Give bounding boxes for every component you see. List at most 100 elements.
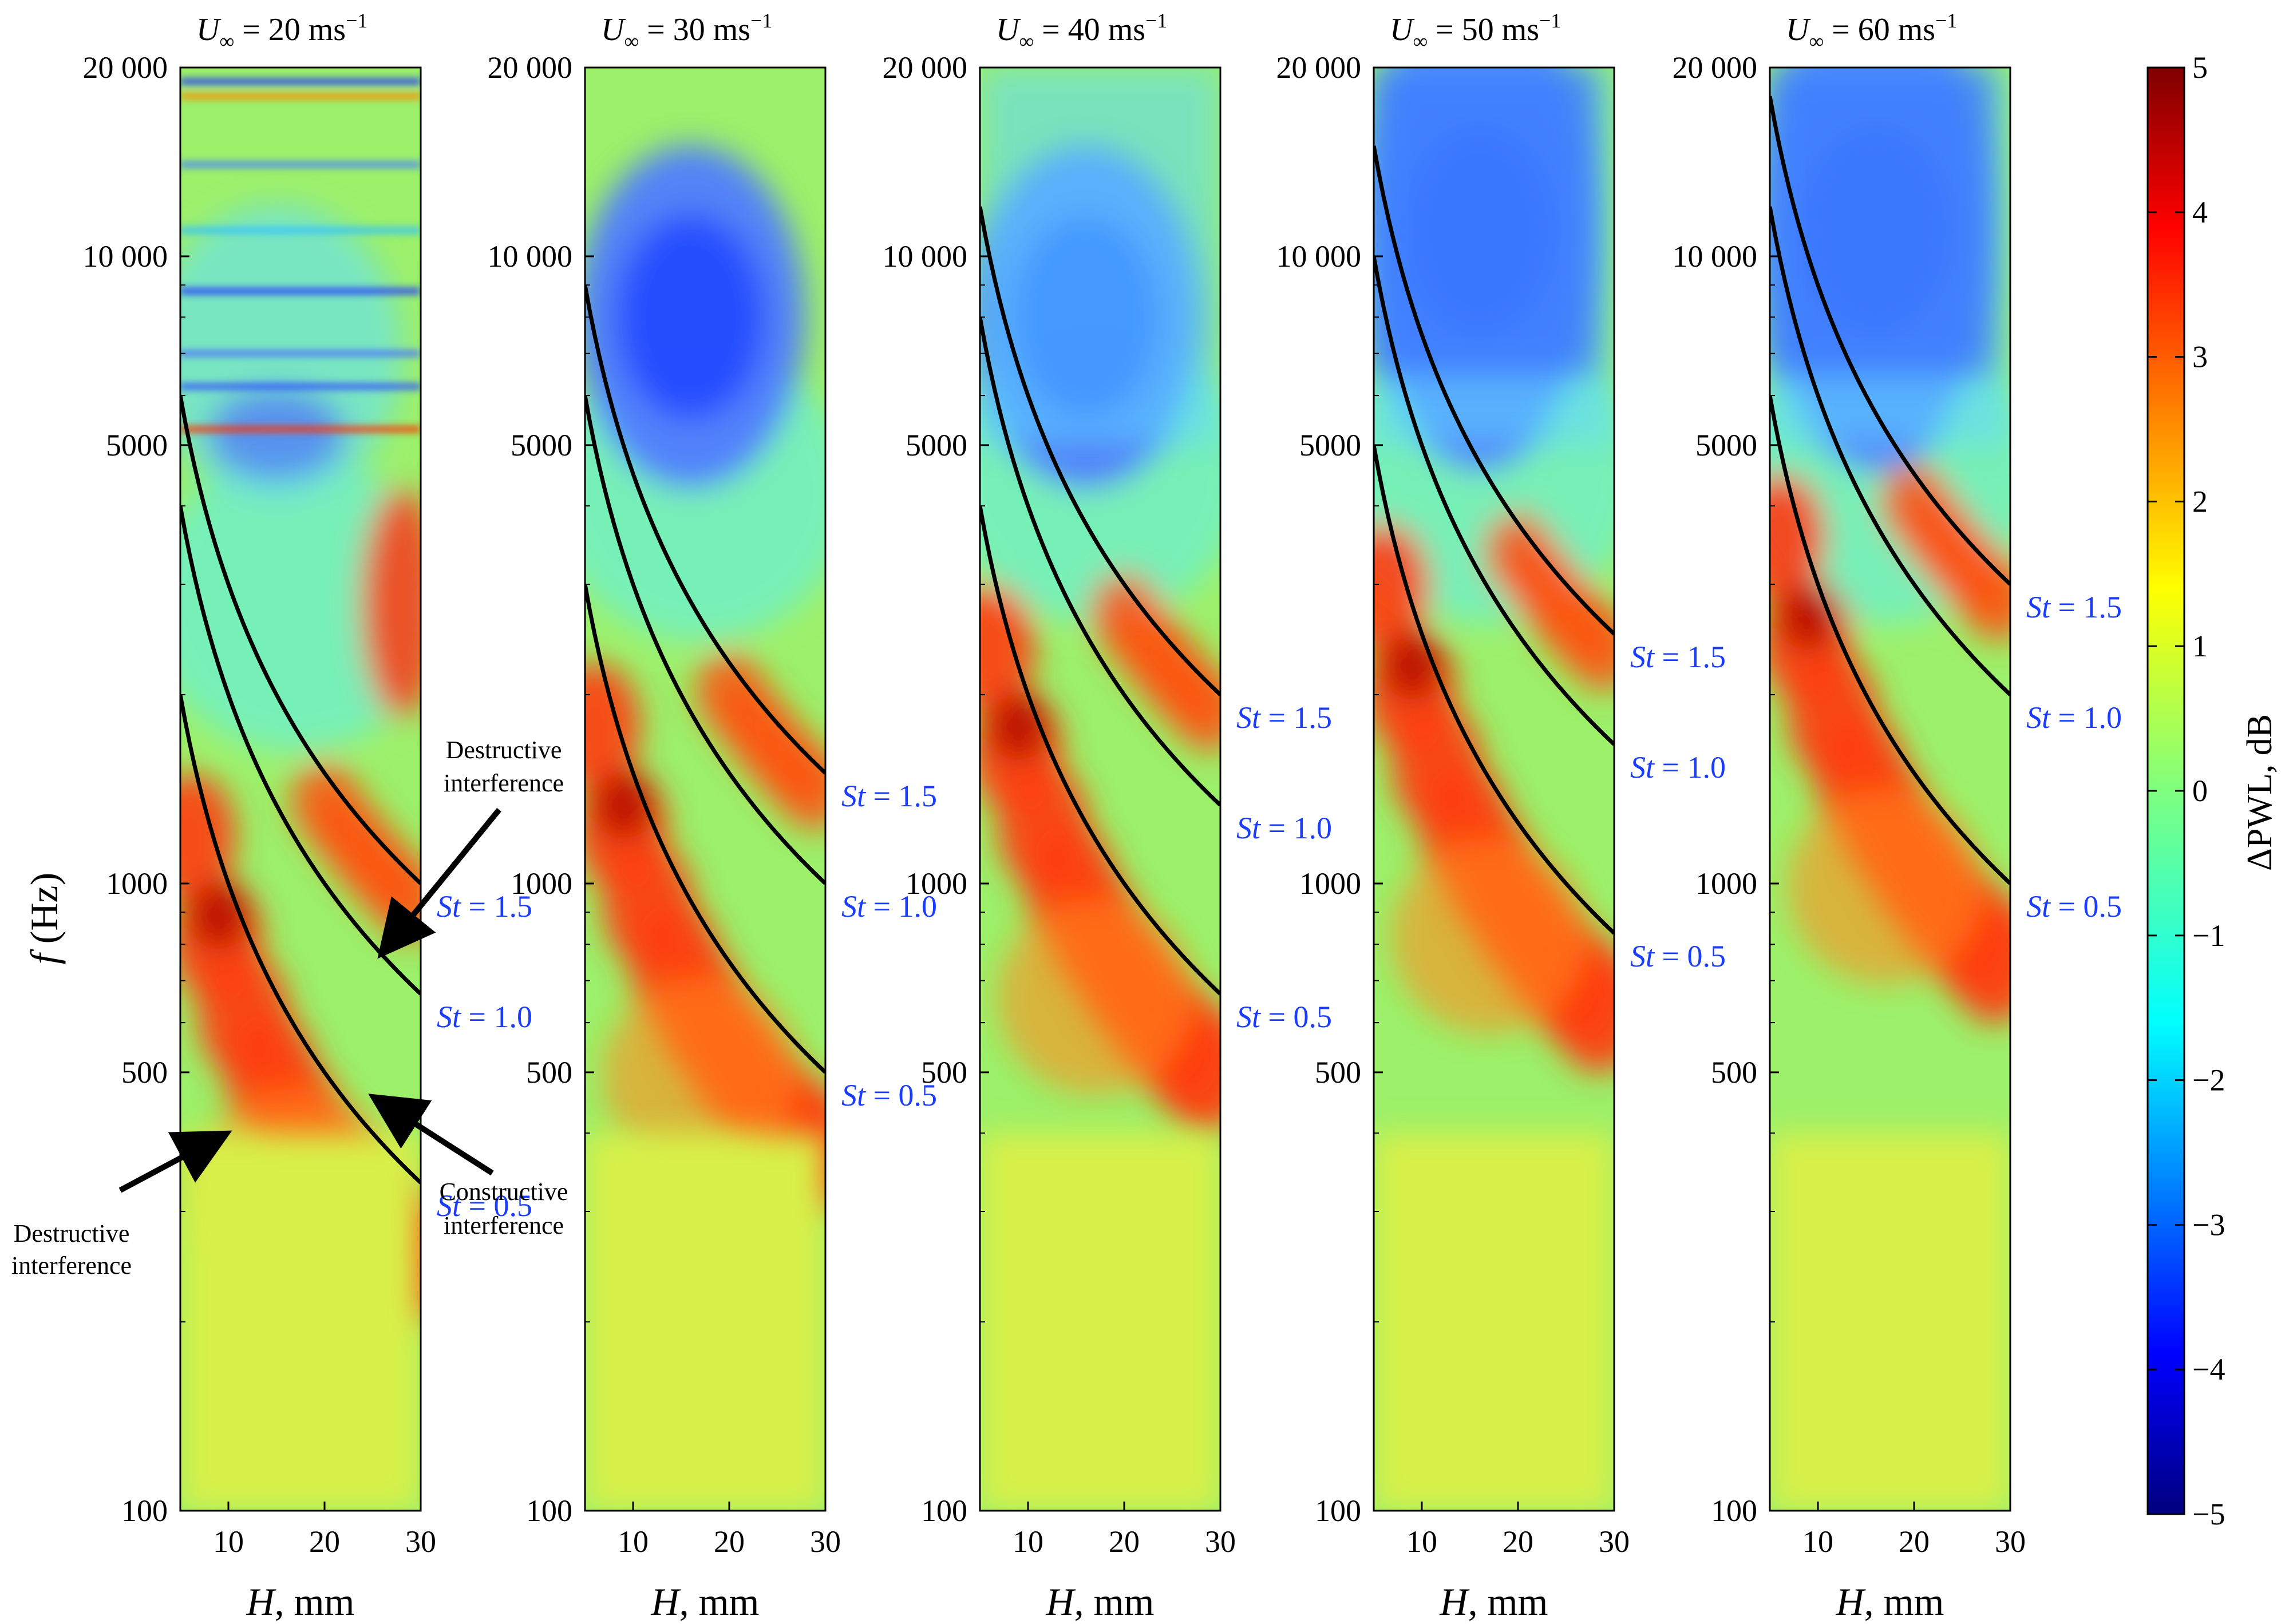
heatmap-streak — [180, 93, 421, 100]
st-curve — [1374, 256, 1614, 746]
st-curve — [585, 395, 825, 885]
heatmap-blob — [980, 68, 1220, 445]
annotation-arrow — [377, 807, 501, 959]
st-curve — [1770, 395, 2010, 885]
heatmap-blob — [180, 454, 421, 752]
st-labels: St = 1.5 St = 1.0 St = 0.5 St = 1.5 St =… — [437, 590, 2122, 1223]
colorbar-tick-label: 2 — [2192, 484, 2208, 518]
y-tick-label: 100 — [526, 1494, 572, 1528]
heatmap-blob — [180, 1133, 421, 1511]
colorbar-tick-label: −1 — [2192, 918, 2225, 953]
x-axis-label: H, mm — [246, 1580, 355, 1623]
y-tick-label: 10 000 — [1276, 239, 1362, 274]
y-tick-label: 20 000 — [83, 50, 168, 85]
heatmap-field — [980, 68, 1220, 1511]
y-tick-label: 500 — [1711, 1055, 1757, 1090]
annotation-line: interference — [11, 1251, 132, 1280]
st-label: St = 1.5 — [1236, 700, 1332, 735]
y-tick-label: 100 — [1315, 1494, 1361, 1528]
heatmap-streak — [180, 426, 421, 433]
heatmap-area: 100 500 1000 5000 10 000 20 000 10 20 30 — [488, 50, 841, 1559]
heatmap-area: 100 500 1000 5000 10 000 20 000 10 20 30 — [83, 50, 437, 1559]
heatmap-field — [1374, 68, 1614, 1511]
y-tick-label: 10 000 — [488, 239, 573, 274]
x-tick-label: 30 — [1599, 1524, 1630, 1559]
heatmap-streak — [180, 383, 421, 390]
colorbar-ticks: 5 4 3 2 1 0 −1 −2 −3 −4 −5 — [2148, 50, 2225, 1531]
heatmap-blob — [1391, 839, 1587, 1034]
y-tick-label: 1000 — [1695, 866, 1757, 901]
heatmap-blob — [1770, 1133, 2010, 1511]
st-label: St = 1.5 — [2026, 590, 2122, 624]
colorbar-tick-label: 4 — [2192, 195, 2208, 229]
heatmap-streak — [180, 161, 421, 168]
annotation-constructive: Constructive interference — [368, 1094, 568, 1239]
x-tick-label: 20 — [714, 1524, 745, 1559]
y-tick-label: 10 000 — [1673, 239, 1758, 274]
panel-title: U∞ = 30 ms−1 — [601, 9, 772, 53]
heatmap-blob — [1374, 1133, 1614, 1511]
heatmap-blob — [980, 1133, 1220, 1511]
annotation-line: Destructive — [14, 1219, 130, 1247]
y-tick-label: 1000 — [1299, 866, 1361, 901]
y-tick-label: 20 000 — [1673, 50, 1758, 85]
y-tick-label: 500 — [1315, 1055, 1361, 1090]
panel-4: U∞ = 50 ms−1 100 500 1000 5000 10 000 20 000 1… — [1276, 9, 1630, 1559]
heatmap-area: 100 500 1000 5000 10 000 20 000 10 20 30 — [1673, 50, 2026, 1559]
heatmap-field — [180, 68, 421, 1511]
st-label: St = 0.5 — [1630, 939, 1726, 973]
x-axis-label: H, mm — [1046, 1580, 1155, 1623]
st-curve — [1770, 206, 2010, 696]
heatmap-field — [1770, 68, 2010, 1511]
heatmap-streak — [180, 350, 421, 357]
y-tick-label: 20 000 — [1276, 50, 1362, 85]
axes-frame — [1769, 66, 2011, 1512]
st-label: St = 1.0 — [841, 889, 937, 924]
axes-frame — [979, 66, 1221, 1512]
y-axis-label: f (Hz) — [22, 873, 66, 964]
st-label: St = 1.0 — [2026, 700, 2122, 735]
x-tick-label: 30 — [1995, 1524, 2026, 1559]
heatmap-blob — [998, 900, 1193, 1095]
y-tick-label: 5000 — [1299, 428, 1361, 462]
st-label: St = 1.0 — [437, 1000, 532, 1034]
st-label: St = 1.5 — [437, 889, 532, 924]
panel-title: U∞ = 50 ms−1 — [1390, 9, 1561, 53]
heatmap-blob — [1174, 672, 1220, 752]
y-tick-label: 5000 — [511, 428, 572, 462]
y-tick-label: 5000 — [906, 428, 967, 462]
y-tick-label: 1000 — [511, 866, 572, 901]
st-label: St = 1.5 — [1630, 640, 1726, 674]
st-label: St = 1.0 — [1630, 750, 1726, 785]
heatmap-blob — [1568, 611, 1614, 692]
st-label: St = 0.5 — [437, 1189, 532, 1223]
x-axis-label: H, mm — [651, 1580, 760, 1623]
heatmap-blob — [361, 488, 421, 718]
annotation-line: interference — [444, 769, 564, 797]
annotation-line: Destructive — [446, 736, 562, 764]
x-tick-label: 20 — [1899, 1524, 1930, 1559]
x-tick-label: 30 — [405, 1524, 436, 1559]
colorbar-tick-label: −4 — [2192, 1352, 2225, 1387]
y-tick-label: 20 000 — [488, 50, 573, 85]
st-curve — [980, 316, 1220, 807]
st-label: St = 1.0 — [1236, 811, 1332, 845]
colorbar-tick-label: 0 — [2192, 774, 2208, 808]
st-curve — [585, 584, 825, 1074]
heatmap-blob — [779, 750, 825, 831]
colorbar-title: ΔPWL, dB — [2240, 714, 2279, 871]
st-curve — [1770, 96, 2010, 586]
st-curve — [585, 284, 825, 775]
colorbar-tick-label: 3 — [2192, 340, 2208, 374]
annotation-arrow — [118, 1130, 232, 1193]
annotation-line: Constructive — [440, 1178, 568, 1206]
x-tick-label: 10 — [1406, 1524, 1437, 1559]
heatmap-streak — [180, 227, 421, 234]
heatmap-blob — [603, 978, 798, 1173]
heatmap-blob — [1374, 68, 1597, 374]
colorbar-tick-label: −5 — [2192, 1497, 2225, 1531]
